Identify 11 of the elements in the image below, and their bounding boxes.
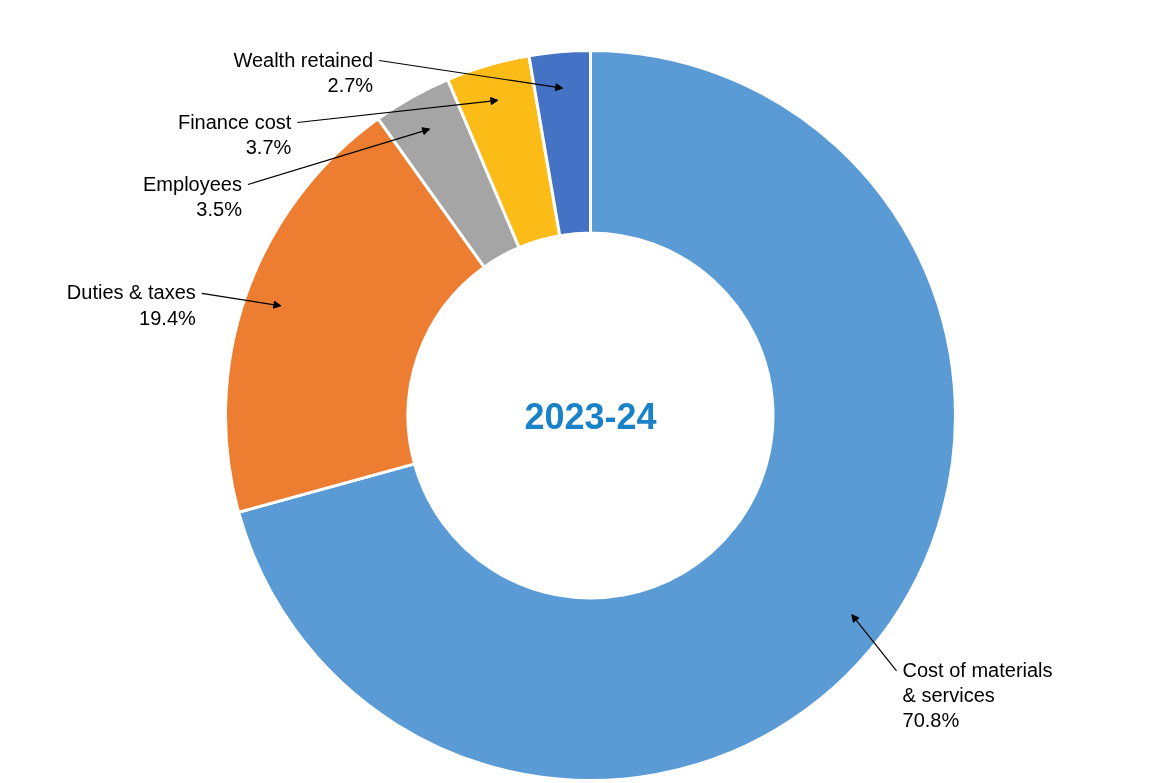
slice-label: Finance cost bbox=[177, 110, 292, 133]
data-label: 70.8% bbox=[902, 709, 960, 732]
slice-label: Employees bbox=[143, 172, 242, 195]
text: 2023-24 bbox=[524, 395, 657, 437]
data-label: 19.4% bbox=[139, 306, 197, 329]
slice-label: Cost of materials & services bbox=[902, 658, 1053, 707]
slice-label: Wealth retained bbox=[233, 48, 374, 71]
data-label: 3.7% bbox=[245, 135, 292, 158]
slice-label: Duties & taxes bbox=[66, 281, 196, 304]
data-label: 3.5% bbox=[196, 197, 243, 220]
data-label: 2.7% bbox=[327, 73, 374, 96]
